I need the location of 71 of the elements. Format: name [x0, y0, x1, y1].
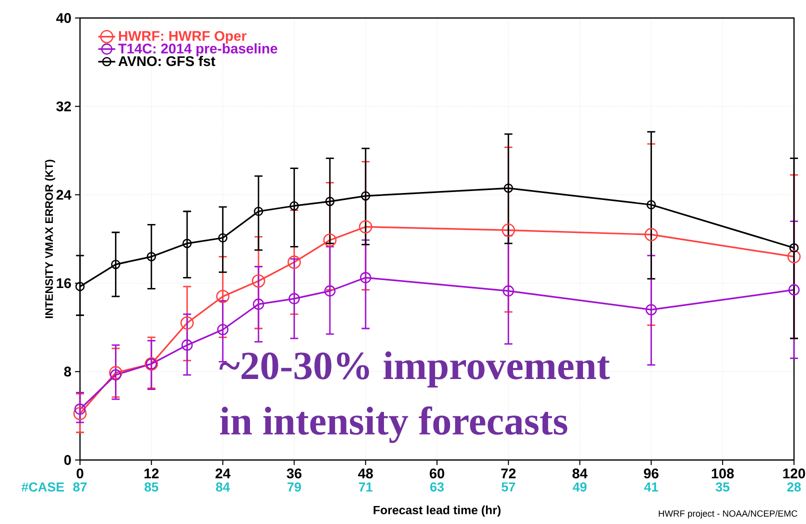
point [146, 252, 156, 262]
x-tick-label: 60 [430, 468, 444, 478]
point [788, 284, 800, 296]
text: 84 [216, 482, 230, 492]
point [182, 238, 192, 248]
point [325, 196, 335, 206]
point [324, 285, 336, 297]
point [789, 243, 799, 252]
y-tick-label: 40 [56, 13, 71, 23]
y-tick-label: 32 [56, 101, 71, 112]
x-tick-label: 48 [358, 468, 373, 478]
point [644, 228, 658, 242]
x-tick-label: 72 [501, 468, 516, 478]
y-tick-label: 0 [64, 455, 71, 465]
text: 79 [288, 482, 301, 492]
y-tick-label: 24 [56, 190, 72, 200]
point [216, 290, 230, 304]
point [288, 293, 300, 304]
x-axis-title: Forecast lead time (hr) [374, 506, 501, 517]
text: 87 [73, 482, 87, 492]
text: 28 [787, 482, 801, 492]
x-tick-label: 120 [783, 468, 806, 478]
x-tick-label: 12 [144, 468, 159, 478]
annotation: in intensity forecasts [220, 406, 568, 443]
text: HWRF project - NOAA/NCEP/EMC [658, 510, 798, 518]
text: 57 [502, 482, 516, 492]
point [360, 191, 370, 201]
point [290, 201, 299, 210]
x-tick-label: 24 [216, 468, 230, 478]
point [252, 298, 264, 310]
point [360, 272, 372, 284]
point [180, 316, 194, 330]
text: 63 [430, 482, 444, 492]
point [217, 324, 228, 336]
x-tick-label: 0 [76, 468, 84, 478]
point [502, 224, 516, 237]
x-tick-label: 96 [644, 468, 658, 478]
point [254, 206, 264, 216]
point [75, 282, 85, 292]
point [252, 274, 266, 288]
legend-label: T14C: 2014 pre-baseline [118, 43, 278, 56]
legend-label: HWRF: HWRF Oper [119, 31, 246, 44]
legend-label: AVNO: GFS fst [118, 56, 216, 66]
annotation: ~20-30% improvement [219, 351, 610, 388]
point [73, 406, 87, 420]
point [323, 233, 337, 247]
x-tick-label: 36 [286, 468, 302, 478]
point [288, 256, 301, 269]
y-tick-label: 16 [56, 278, 71, 288]
text: 35 [716, 482, 730, 492]
point [504, 184, 514, 193]
point [111, 260, 120, 270]
text: 71 [358, 482, 372, 492]
point [109, 366, 122, 380]
point [218, 233, 228, 243]
point [787, 250, 801, 264]
point [358, 220, 372, 234]
text: 85 [144, 482, 158, 492]
point [74, 404, 86, 415]
y-axis-title: INTENSITY VMAX ERROR (KT) [44, 160, 56, 318]
point [110, 369, 122, 381]
point [646, 304, 657, 316]
text: 49 [572, 482, 587, 492]
text: 41 [644, 482, 658, 492]
y-tick-label: 8 [64, 366, 72, 377]
x-tick-label: 108 [712, 468, 734, 478]
x-tick-label: 84 [572, 468, 588, 478]
point [646, 200, 656, 210]
text: #CASE [22, 482, 64, 492]
point [502, 285, 514, 297]
point [181, 339, 193, 351]
